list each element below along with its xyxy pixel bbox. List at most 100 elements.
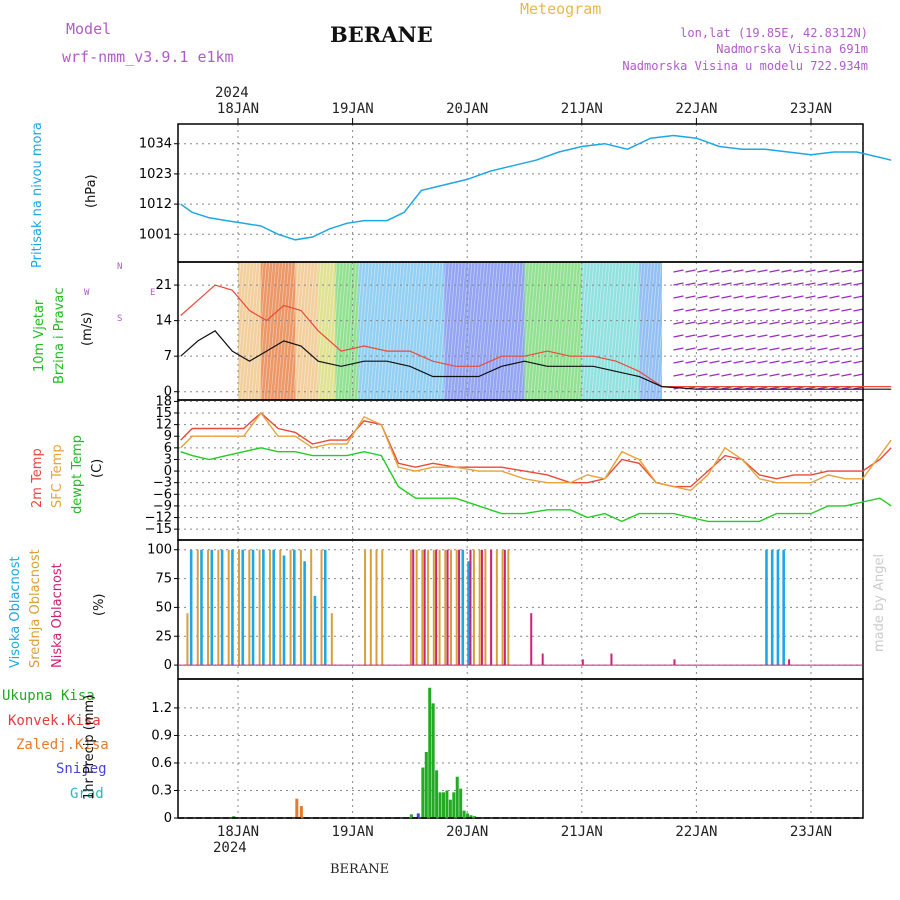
compass-w: W xyxy=(84,288,90,298)
wind-arrow xyxy=(829,308,840,312)
wind-barb-stroke xyxy=(530,261,543,401)
wind-arrow xyxy=(745,282,756,286)
high-cloud-bar xyxy=(323,549,327,666)
wind-barb-stroke xyxy=(581,261,595,401)
wind-arrow xyxy=(853,334,864,338)
mid-cloud-bar xyxy=(478,549,481,666)
wind-barb-stroke xyxy=(478,261,492,401)
compass-n: N xyxy=(117,262,123,272)
wind-barb-stroke xyxy=(578,261,591,401)
total-precip-bar xyxy=(469,815,473,818)
mid-cloud-bar xyxy=(472,549,475,666)
high-cloud-bar xyxy=(467,561,470,666)
wind-arrow xyxy=(781,295,792,299)
y-tick-label: 0 xyxy=(164,464,172,479)
wind-barb-stroke xyxy=(215,261,229,401)
top-year: 2024 xyxy=(215,85,249,101)
wind-arrow xyxy=(709,347,720,351)
wind-barb-stroke xyxy=(286,261,299,401)
wind-barb-stroke xyxy=(619,261,633,401)
wind-arrow xyxy=(805,373,816,377)
high-cloud-bar xyxy=(241,549,245,666)
wind-barb-stroke xyxy=(356,261,370,401)
low-cloud-bar xyxy=(530,613,533,666)
mid-cloud-bar xyxy=(227,549,230,666)
wind-arrow xyxy=(721,282,732,286)
wind-arrow xyxy=(793,269,804,273)
wind-arrow xyxy=(793,347,804,351)
mid-cloud-bar xyxy=(432,549,435,666)
wind-arrow xyxy=(745,308,756,312)
wind-arrow xyxy=(733,295,744,299)
low-cloud-bar xyxy=(458,549,461,666)
wind-arrow xyxy=(781,334,792,338)
meteogram-label: Meteogram xyxy=(520,0,602,18)
low-cloud-bar xyxy=(412,549,415,666)
footer-station: BERANE xyxy=(330,862,390,877)
wind-arrow xyxy=(853,269,864,273)
wind-arrow xyxy=(853,308,864,312)
wind-barb-stroke xyxy=(273,261,287,401)
legend-hail: Grad xyxy=(70,786,104,802)
y-tick-label: 0.6 xyxy=(151,756,172,771)
wind-barb-stroke xyxy=(376,261,389,401)
x-tick-label-bottom: 22JAN xyxy=(675,824,717,840)
wind-arrow xyxy=(829,334,840,338)
wind-arrow xyxy=(769,295,780,299)
wind-arrow xyxy=(757,334,768,338)
x-tick-label-top: 22JAN xyxy=(675,101,717,117)
wind-arrow xyxy=(805,347,816,351)
y-tick-label: 0 xyxy=(164,658,172,673)
wind-barb-stroke xyxy=(183,261,197,401)
wind-arrow xyxy=(793,308,804,312)
y-tick-label: 1023 xyxy=(139,167,172,182)
wind-barb-stroke xyxy=(250,261,264,401)
high-cloud-bar xyxy=(272,549,275,666)
mid-cloud-bar xyxy=(320,549,323,666)
mid-cloud-bar xyxy=(186,613,189,666)
total-precip-bar xyxy=(455,776,459,818)
wind-barb-stroke xyxy=(302,261,315,401)
mid-cloud-bar xyxy=(279,549,282,666)
wind-barb-stroke xyxy=(315,261,328,401)
wind-barb-stroke xyxy=(652,261,665,401)
y-tick-label: 0.9 xyxy=(151,728,172,743)
mid-cloud-bar xyxy=(507,549,510,666)
mid-cloud-bar xyxy=(501,549,504,666)
x-tick-label-top: 19JAN xyxy=(332,101,374,117)
wind-arrow xyxy=(757,282,768,286)
altitude-text: Nadmorska Visina 691m xyxy=(716,42,868,56)
wind-barb-stroke xyxy=(507,261,521,401)
wind-barb-stroke xyxy=(494,261,508,401)
wind-arrow xyxy=(733,360,744,364)
wind-barb-stroke xyxy=(225,261,238,401)
wind-arrow xyxy=(817,347,828,351)
wind-gust-line xyxy=(180,284,892,388)
wind-barb-stroke xyxy=(321,261,335,401)
wind-barb-stroke xyxy=(340,261,354,401)
wind-arrow xyxy=(685,360,696,364)
wind-arrow xyxy=(793,295,804,299)
wind-barb-stroke xyxy=(542,261,556,401)
low-cloud-bar xyxy=(581,659,584,666)
y-tick-label: 0 xyxy=(164,385,172,400)
wind-barb-stroke xyxy=(260,261,274,401)
wind-arrow xyxy=(817,295,828,299)
wind-barb-stroke xyxy=(193,261,206,401)
legend-snow: Snijeg xyxy=(56,761,107,777)
total-precip-bar xyxy=(431,703,435,818)
x-tick-label-top: 20JAN xyxy=(446,101,488,117)
mid-cloud-bar xyxy=(248,549,251,666)
mid-cloud-bar xyxy=(421,549,424,666)
high-cloud-bar xyxy=(293,549,296,666)
y-tick-label: −12 xyxy=(145,511,172,526)
wind-arrow xyxy=(805,334,816,338)
mid-cloud-bar xyxy=(369,549,372,666)
legend-conv-precip: Konvek.Kisa xyxy=(8,713,101,729)
pressure-line xyxy=(180,134,892,241)
wind-arrow xyxy=(793,373,804,377)
wind-arrow xyxy=(829,282,840,286)
high-cloud-bar xyxy=(461,549,465,666)
wind-barb-stroke xyxy=(549,261,563,401)
